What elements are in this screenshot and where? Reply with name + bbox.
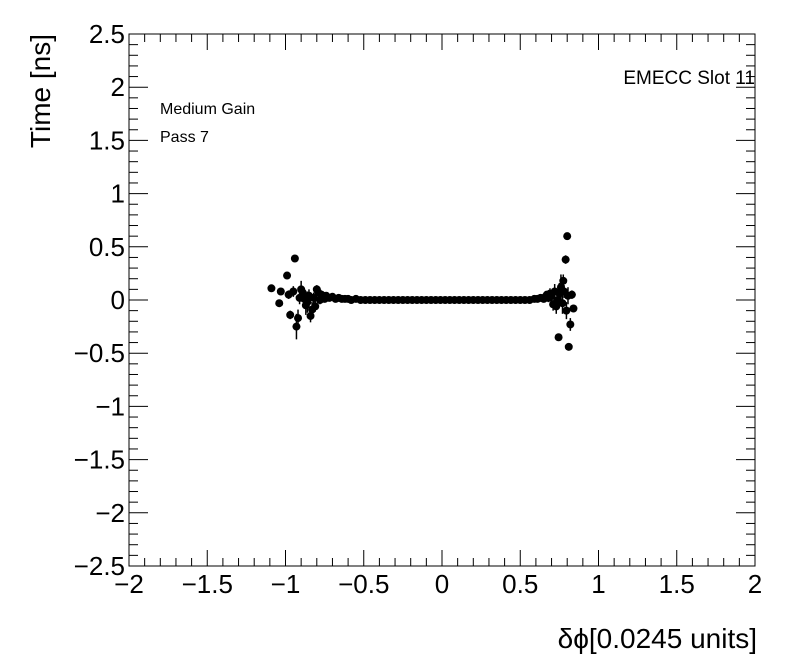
- x-tick-label: −1: [271, 569, 301, 599]
- y-tick-label: 0.5: [89, 232, 125, 262]
- data-point: [567, 290, 576, 299]
- y-tick-label: 0: [111, 285, 125, 315]
- x-tick-label: −0.5: [338, 569, 389, 599]
- data-point: [286, 310, 295, 319]
- data-point: [309, 293, 318, 302]
- data-point: [561, 255, 570, 264]
- gain-annotation: Medium Gain: [160, 101, 255, 118]
- x-tick-label: 1.5: [659, 569, 695, 599]
- data-point: [562, 306, 571, 315]
- x-tick-label: 0: [435, 569, 449, 599]
- x-tick-label: −1.5: [182, 569, 233, 599]
- x-tick-label: 0.5: [502, 569, 538, 599]
- x-tick-label: −2: [114, 569, 144, 599]
- data-point: [283, 271, 292, 280]
- data-point: [558, 299, 567, 308]
- data-point: [276, 287, 285, 296]
- y-tick-label: 2.5: [89, 19, 125, 49]
- y-tick-label: −1.5: [74, 445, 125, 475]
- y-tick-label: −1: [95, 391, 125, 421]
- data-point: [559, 276, 568, 285]
- y-tick-label: 2: [111, 72, 125, 102]
- data-point: [569, 304, 578, 313]
- x-tick-label: 2: [748, 569, 762, 599]
- x-tick-label: 1: [591, 569, 605, 599]
- y-tick-label: −0.5: [74, 338, 125, 368]
- y-tick-label: −2.5: [74, 551, 125, 581]
- data-point: [275, 299, 284, 308]
- data-points: [267, 232, 578, 351]
- axis-tick-labels: −2 −1.5 −1 −0.5 0 0.5 1 1.5 2−2.5−2−1.5−1−0.500.…: [74, 19, 763, 599]
- data-point: [289, 287, 298, 296]
- data-point: [566, 320, 575, 329]
- y-tick-label: 1: [111, 179, 125, 209]
- data-point: [267, 284, 276, 293]
- data-point: [290, 254, 299, 263]
- axis-ticks: [128, 33, 756, 567]
- data-point: [563, 232, 572, 241]
- detector-annotation: EMECC Slot 11: [623, 68, 755, 89]
- x-axis-label: δϕ[0.0245 units]: [558, 623, 757, 654]
- data-point: [311, 302, 320, 311]
- data-point: [292, 322, 301, 331]
- y-tick-label: −2: [95, 498, 125, 528]
- data-point: [554, 333, 563, 342]
- pass-annotation: Pass 7: [160, 129, 209, 146]
- y-tick-label: 1.5: [89, 125, 125, 155]
- y-axis-label: Time [ns]: [25, 34, 56, 148]
- data-point: [294, 314, 303, 323]
- data-point: [564, 342, 573, 351]
